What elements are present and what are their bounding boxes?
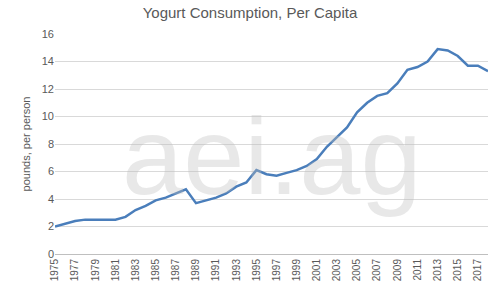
svg-text:1975: 1975 (49, 259, 60, 282)
svg-text:8: 8 (48, 138, 54, 150)
svg-text:0: 0 (48, 248, 54, 260)
svg-text:16: 16 (42, 28, 54, 40)
svg-text:1977: 1977 (69, 259, 80, 282)
svg-text:1999: 1999 (291, 259, 302, 282)
svg-text:2003: 2003 (331, 259, 342, 282)
svg-text:1991: 1991 (210, 259, 221, 282)
svg-text:2013: 2013 (432, 259, 443, 282)
svg-text:2: 2 (48, 220, 54, 232)
svg-text:1987: 1987 (170, 259, 181, 282)
svg-text:2011: 2011 (412, 259, 423, 281)
svg-text:2007: 2007 (371, 259, 382, 282)
svg-text:1983: 1983 (130, 259, 141, 282)
svg-text:1989: 1989 (190, 259, 201, 282)
svg-text:14: 14 (42, 55, 54, 67)
svg-text:Yogurt Consumption, Per Capita: Yogurt Consumption, Per Capita (143, 4, 358, 21)
svg-text:2017: 2017 (472, 259, 483, 282)
svg-text:2001: 2001 (311, 259, 322, 282)
svg-text:1981: 1981 (110, 259, 121, 282)
svg-text:aei.ag: aei.ag (122, 94, 422, 217)
svg-text:1997: 1997 (271, 259, 282, 282)
svg-text:1993: 1993 (231, 259, 242, 282)
svg-text:2009: 2009 (392, 259, 403, 282)
svg-text:4: 4 (48, 193, 54, 205)
svg-text:1979: 1979 (90, 259, 101, 282)
svg-text:pounds, per person: pounds, per person (20, 97, 32, 192)
svg-text:2015: 2015 (452, 259, 463, 282)
svg-text:6: 6 (48, 165, 54, 177)
svg-text:1995: 1995 (251, 259, 262, 282)
svg-text:1985: 1985 (150, 259, 161, 282)
svg-text:12: 12 (42, 83, 54, 95)
svg-text:2005: 2005 (351, 259, 362, 282)
svg-text:10: 10 (42, 110, 54, 122)
